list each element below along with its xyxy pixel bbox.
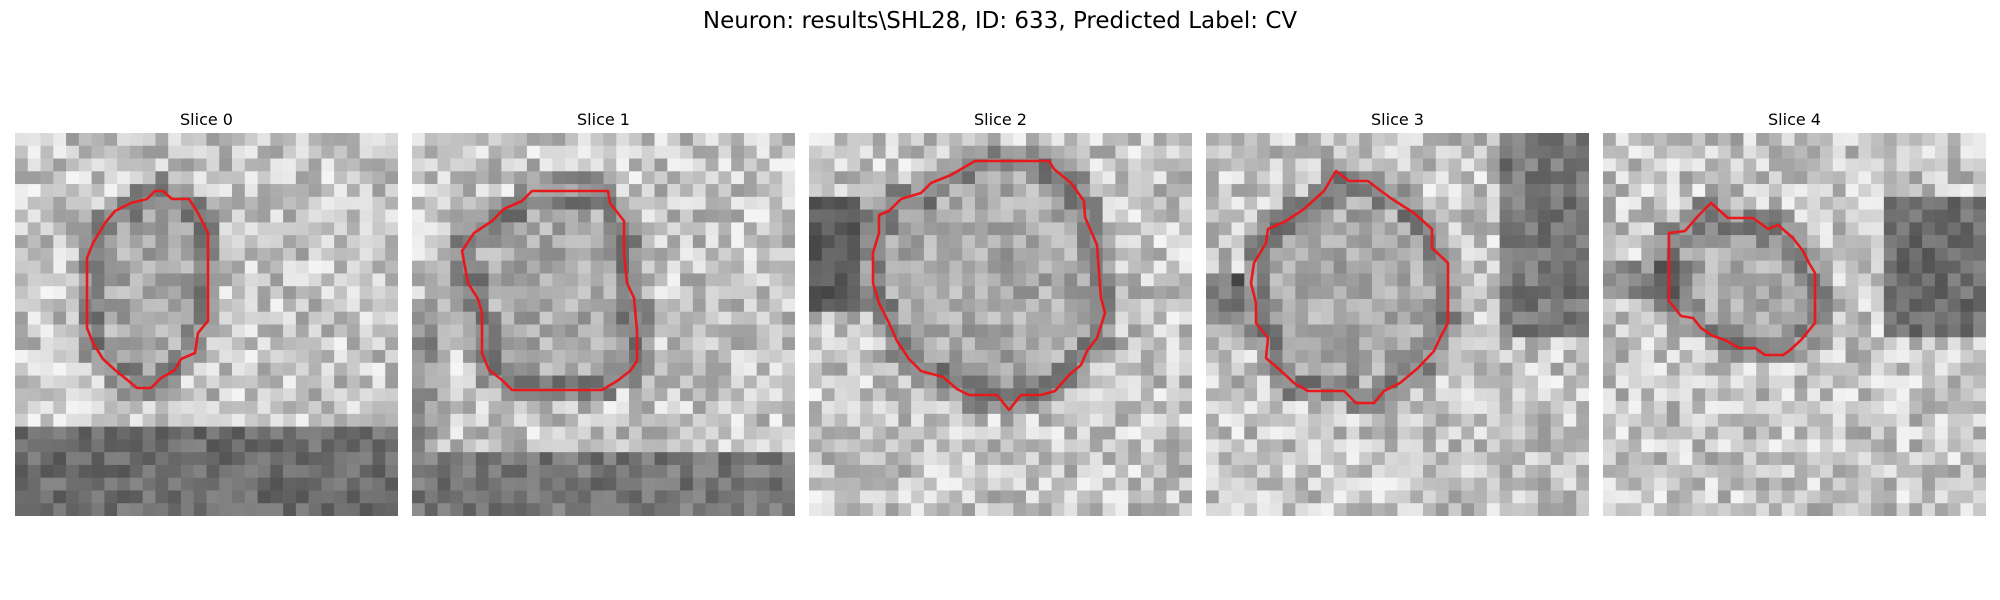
neuron-contour	[871, 159, 1107, 412]
neuron-contour	[85, 189, 210, 390]
slice-image	[15, 133, 398, 516]
slice-image	[809, 133, 1192, 516]
neuron-contour	[460, 189, 639, 392]
slice-title: Slice 0	[180, 110, 233, 129]
slice-panel-0: Slice 0	[15, 107, 398, 516]
slice-title: Slice 1	[577, 110, 630, 129]
slice-panel-2: Slice 2	[809, 107, 1192, 516]
slice-title: Slice 2	[974, 110, 1027, 129]
slice-panel-1: Slice 1	[412, 107, 795, 516]
slice-title: Slice 3	[1371, 110, 1424, 129]
slice-image	[1603, 133, 1986, 516]
slice-panel-4: Slice 4	[1603, 107, 1986, 516]
slice-image	[1206, 133, 1589, 516]
neuron-contour	[1667, 201, 1817, 357]
neuron-contour	[1249, 169, 1450, 405]
figure-title: Neuron: results\SHL28, ID: 633, Predicte…	[702, 8, 1298, 34]
slice-title: Slice 4	[1768, 110, 1821, 129]
slice-panel-3: Slice 3	[1206, 107, 1589, 516]
slice-image	[412, 133, 795, 516]
